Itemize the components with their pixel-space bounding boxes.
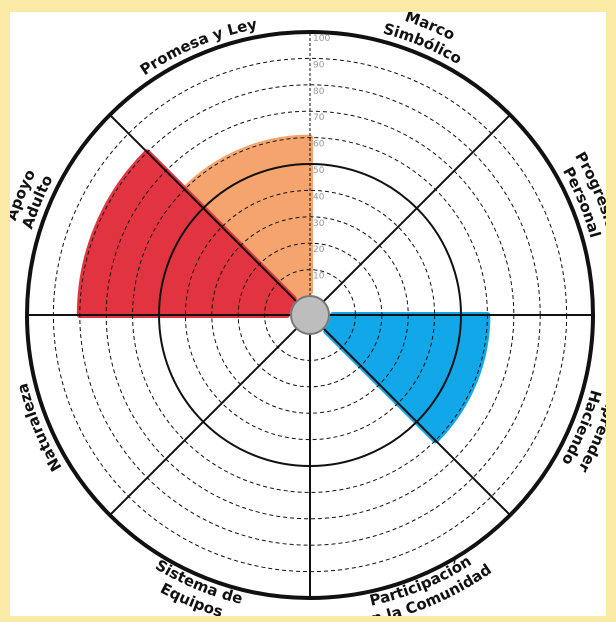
tick-label: 70 xyxy=(313,113,325,123)
tick-label: 40 xyxy=(313,192,325,202)
tick-label: 10 xyxy=(313,272,325,282)
tick-label: 100 xyxy=(313,34,330,44)
sector-label: Promesa y Ley xyxy=(137,15,259,79)
sector-divider xyxy=(109,114,298,303)
tick-label: 90 xyxy=(313,60,325,70)
chart-frame: 10 20 30 40 50 60 70 80 90 100 Marco Simbólico Prog… xyxy=(10,12,606,616)
sector-divider xyxy=(322,327,511,516)
tick-label: 80 xyxy=(313,87,325,97)
tick-label: 20 xyxy=(313,245,325,255)
tick-label: 50 xyxy=(313,166,325,176)
chart-grid xyxy=(25,30,595,600)
center-hub xyxy=(290,295,330,335)
tick-label: 30 xyxy=(313,219,325,229)
tick-labels: 10 20 30 40 50 60 70 80 90 100 xyxy=(313,34,330,282)
tick-label: 60 xyxy=(313,140,325,150)
sector-divider xyxy=(322,114,511,303)
value-wedge-3 xyxy=(323,312,491,444)
sector-divider xyxy=(109,327,298,516)
value-fills xyxy=(76,134,491,444)
